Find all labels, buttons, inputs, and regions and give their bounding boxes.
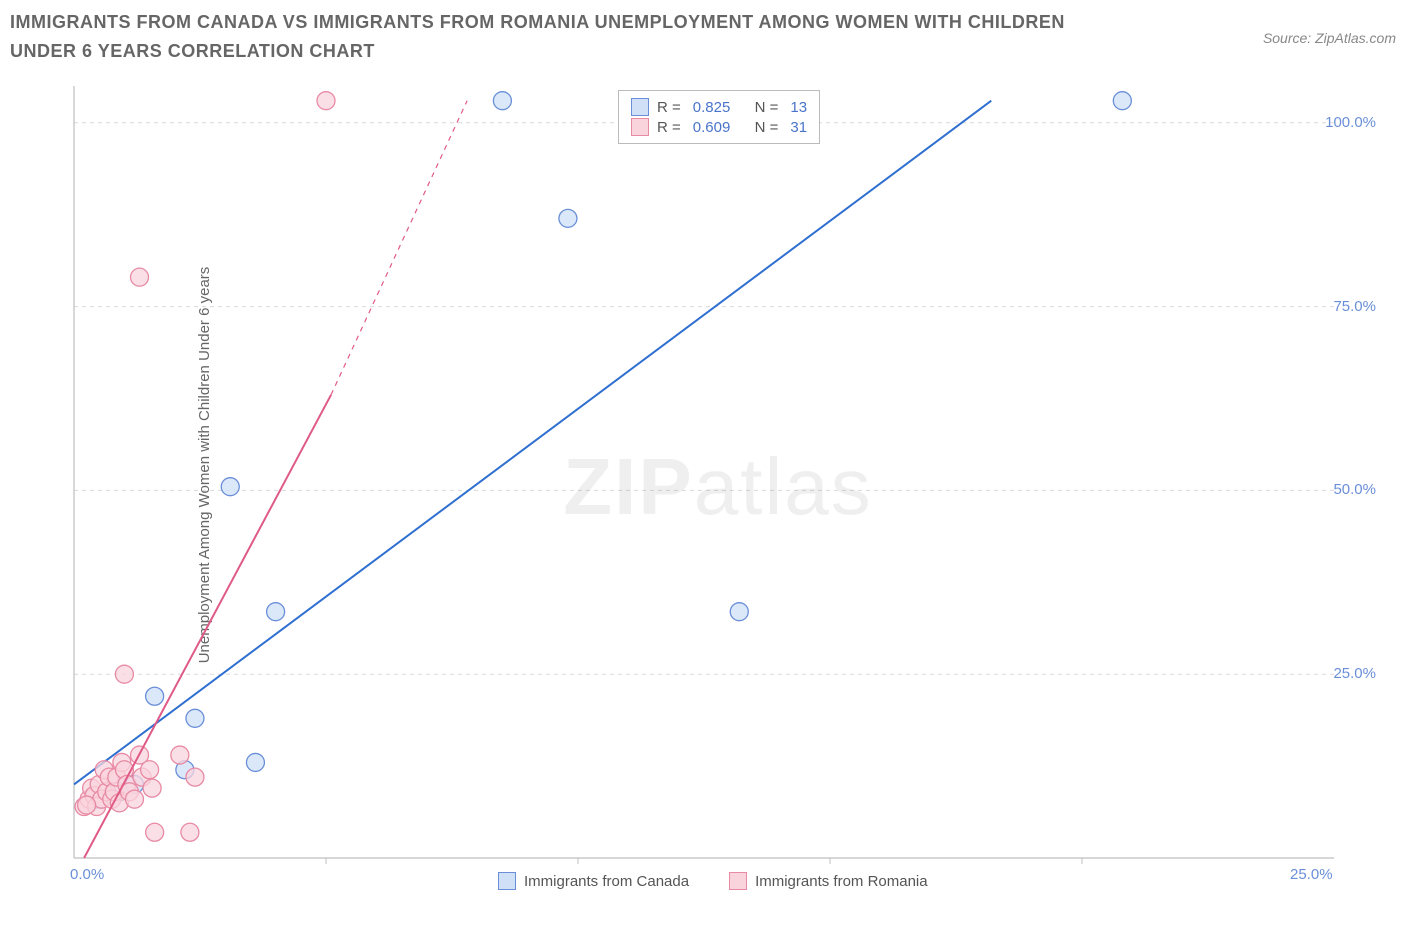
header-row: IMMIGRANTS FROM CANADA VS IMMIGRANTS FRO… [10, 8, 1396, 66]
chart-title: IMMIGRANTS FROM CANADA VS IMMIGRANTS FRO… [10, 8, 1100, 66]
legend-row: R = 0.609 N = 31 [631, 117, 807, 137]
legend-swatch [729, 872, 747, 890]
legend-r-value: 0.609 [693, 119, 731, 136]
legend-swatch [631, 98, 649, 116]
source-attribution: Source: ZipAtlas.com [1263, 30, 1396, 46]
chart-container: IMMIGRANTS FROM CANADA VS IMMIGRANTS FRO… [0, 0, 1406, 930]
y-tick-label: 75.0% [1333, 298, 1376, 315]
legend-n-value: 31 [790, 119, 807, 136]
legend-row: R = 0.825 N = 13 [631, 97, 807, 117]
chart-area: ZIPatlas 25.0%50.0%75.0%100.0%0.0%25.0%R… [58, 86, 1378, 888]
y-tick-label: 25.0% [1333, 665, 1376, 682]
x-tick-label: 25.0% [1290, 866, 1333, 883]
legend-r-label: R = [657, 119, 681, 136]
series-legend-item: Immigrants from Canada [498, 872, 689, 890]
x-tick-label: 0.0% [70, 866, 104, 883]
legend-r-label: R = [657, 99, 681, 116]
y-tick-label: 100.0% [1325, 114, 1376, 131]
legend-n-value: 13 [790, 99, 807, 116]
legend-swatch [631, 118, 649, 136]
series-legend-label: Immigrants from Canada [524, 873, 689, 890]
legend-swatch [498, 872, 516, 890]
y-tick-label: 50.0% [1333, 481, 1376, 498]
legend-n-label: N = [755, 119, 779, 136]
legend-n-label: N = [755, 99, 779, 116]
correlation-legend: R = 0.825 N = 13 R = 0.609 N = 31 [618, 90, 820, 144]
series-legend-item: Immigrants from Romania [729, 872, 928, 890]
series-legend: Immigrants from Canada Immigrants from Ro… [498, 872, 928, 890]
legend-r-value: 0.825 [693, 99, 731, 116]
scatter-chart [58, 86, 1378, 888]
series-legend-label: Immigrants from Romania [755, 873, 928, 890]
